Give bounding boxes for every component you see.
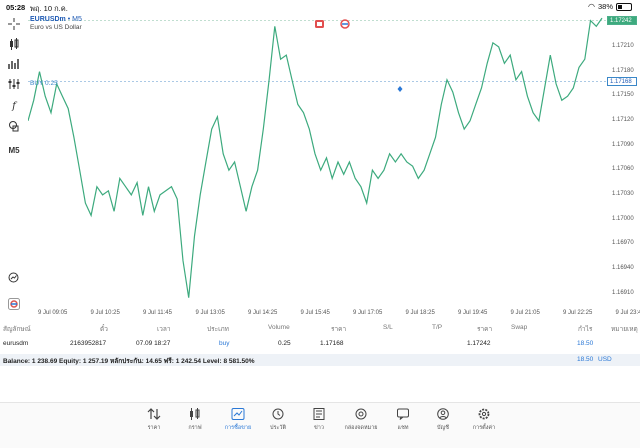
crosshair-icon[interactable]	[7, 18, 21, 32]
price-line	[28, 18, 602, 298]
price-chart[interactable]	[28, 14, 608, 310]
cell-type: buy	[219, 340, 229, 347]
currency-label: USD	[598, 356, 612, 363]
time-tick-label: 9 Jul 22:25	[563, 310, 592, 316]
candles-icon[interactable]	[7, 38, 21, 52]
positions-table-header: สัญลักษณ์ ตั๋ว เวลา ประเภท Volume ราคา S/L T/P ร…	[0, 322, 640, 334]
battery-icon	[616, 3, 632, 11]
price-tick-label: 1.17210	[612, 43, 634, 49]
history-icon	[271, 408, 285, 420]
time-tick-label: 9 Jul 14:25	[248, 310, 277, 316]
column-header[interactable]: ตั๋ว	[100, 324, 108, 334]
column-header[interactable]: Swap	[511, 324, 527, 331]
tab-quotes[interactable]: ราคา	[134, 408, 174, 432]
time-tick-label: 9 Jul 23:45	[616, 310, 640, 316]
price-tick-label: 1.17090	[612, 142, 634, 148]
column-header[interactable]: ราคา	[331, 324, 346, 334]
chat-icon	[396, 408, 410, 420]
table-row[interactable]: eurusdm 2163952817 07.09 18:27 buy 0.25 …	[0, 338, 640, 350]
bottom-tab-bar: ราคา กราฟ การซื้อขาย ประวัติ ข่าว กล่องจ…	[0, 402, 640, 448]
cell-ticket: 2163952817	[70, 340, 106, 347]
time-tick-label: 9 Jul 13:05	[196, 310, 225, 316]
chart-icon	[188, 408, 202, 420]
cell-price: 1.17168	[320, 340, 344, 347]
buy-price-badge: 1.17168	[607, 77, 637, 86]
quotes-icon	[147, 408, 161, 420]
time-tick-label: 9 Jul 11:45	[143, 310, 172, 316]
price-tick-label: 1.16910	[612, 290, 634, 296]
column-header[interactable]: เวลา	[157, 324, 171, 334]
shapes-icon[interactable]	[7, 120, 21, 134]
tab-chart[interactable]: กราฟ	[175, 408, 215, 432]
mail-icon	[354, 408, 368, 420]
buy-marker-icon	[398, 86, 403, 92]
time-tick-label: 9 Jul 17:05	[353, 310, 382, 316]
tab-trade[interactable]: การซื้อขาย	[218, 408, 258, 432]
time-tick-label: 9 Jul 19:45	[458, 310, 487, 316]
price-tick-label: 1.17060	[612, 166, 634, 172]
price-tick-label: 1.17150	[612, 92, 634, 98]
time-tick-label: 9 Jul 18:25	[406, 310, 435, 316]
column-header[interactable]: ประเภท	[207, 324, 229, 334]
total-profit: 18.50	[577, 356, 593, 363]
column-header[interactable]: S/L	[383, 324, 393, 331]
bars-icon[interactable]	[7, 58, 21, 72]
column-header[interactable]: Volume	[268, 324, 290, 331]
time-axis: 9 Jul 09:05 9 Jul 10:25 9 Jul 11:45 9 Jul 1…	[28, 310, 640, 320]
status-bar: 05:28 พฤ. 10 ก.ค. ◠ 38%	[0, 0, 640, 14]
symbol-description: Euro vs US Dollar	[30, 24, 82, 31]
price-tick-label: 1.16970	[612, 240, 634, 246]
news-icon	[312, 408, 326, 420]
wifi-icon: ◠	[588, 2, 595, 11]
price-tick-label: 1.16940	[612, 265, 634, 271]
tab-settings[interactable]: การตั้งค่า	[464, 408, 504, 432]
chart-area[interactable]: EURUSDm • M5 Euro vs US Dollar BUY 0.25	[28, 14, 608, 314]
settings-icon	[477, 408, 491, 420]
column-header[interactable]: ราคา	[477, 324, 492, 334]
function-icon[interactable]: f	[7, 100, 21, 114]
symbol-title: EURUSDm • M5	[30, 16, 82, 23]
price-axis: 1.17210 1.17180 1.17150 1.17120 1.17090 1.170…	[608, 14, 640, 314]
column-header[interactable]: กำไร	[578, 324, 592, 334]
column-header[interactable]: สัญลักษณ์	[3, 324, 31, 334]
trade-icon	[231, 408, 245, 420]
status-time: 05:28	[6, 3, 25, 12]
time-tick-label: 9 Jul 21:05	[511, 310, 540, 316]
balance-bar: Balance: 1 238.69 Equity: 1 257.19 หลักป…	[0, 354, 640, 366]
time-tick-label: 9 Jul 15:45	[301, 310, 330, 316]
symbol-timeframe: • M5	[66, 16, 82, 23]
tab-history[interactable]: ประวัติ	[258, 408, 298, 432]
price-tick-label: 1.17030	[612, 191, 634, 197]
symbol-name: EURUSDm	[30, 16, 66, 23]
battery-percent: 38%	[598, 2, 613, 11]
column-header[interactable]: หมายเหตุ	[611, 324, 638, 334]
cell-profit: 18.50	[577, 340, 593, 347]
price-tick-label: 1.17180	[612, 68, 634, 74]
tab-mailbox[interactable]: กล่องจดหมาย	[341, 408, 381, 432]
current-price-badge: 1.17242	[607, 16, 637, 25]
app-icon[interactable]	[7, 298, 21, 312]
price-tick-label: 1.17120	[612, 117, 634, 123]
cell-symbol: eurusdm	[3, 340, 28, 347]
cell-volume: 0.25	[278, 340, 291, 347]
timeframe-button[interactable]: M5	[5, 144, 23, 158]
time-tick-label: 9 Jul 09:05	[38, 310, 67, 316]
balance-summary: Balance: 1 238.69 Equity: 1 257.19 หลักป…	[3, 356, 255, 366]
cell-current-price: 1.17242	[467, 340, 491, 347]
buy-position-label[interactable]: BUY 0.25	[30, 80, 58, 87]
tab-account[interactable]: บัญชี	[423, 408, 463, 432]
price-tick-label: 1.17000	[612, 216, 634, 222]
zoom-icon[interactable]	[7, 272, 21, 286]
cell-time: 07.09 18:27	[136, 340, 170, 347]
time-tick-label: 9 Jul 10:25	[91, 310, 120, 316]
account-icon	[436, 408, 450, 420]
column-header[interactable]: T/P	[432, 324, 442, 331]
chart-toolbar: f M5	[0, 14, 28, 314]
indicators-icon[interactable]	[7, 78, 21, 92]
tab-chat[interactable]: แชท	[383, 408, 423, 432]
tab-news[interactable]: ข่าว	[299, 408, 339, 432]
